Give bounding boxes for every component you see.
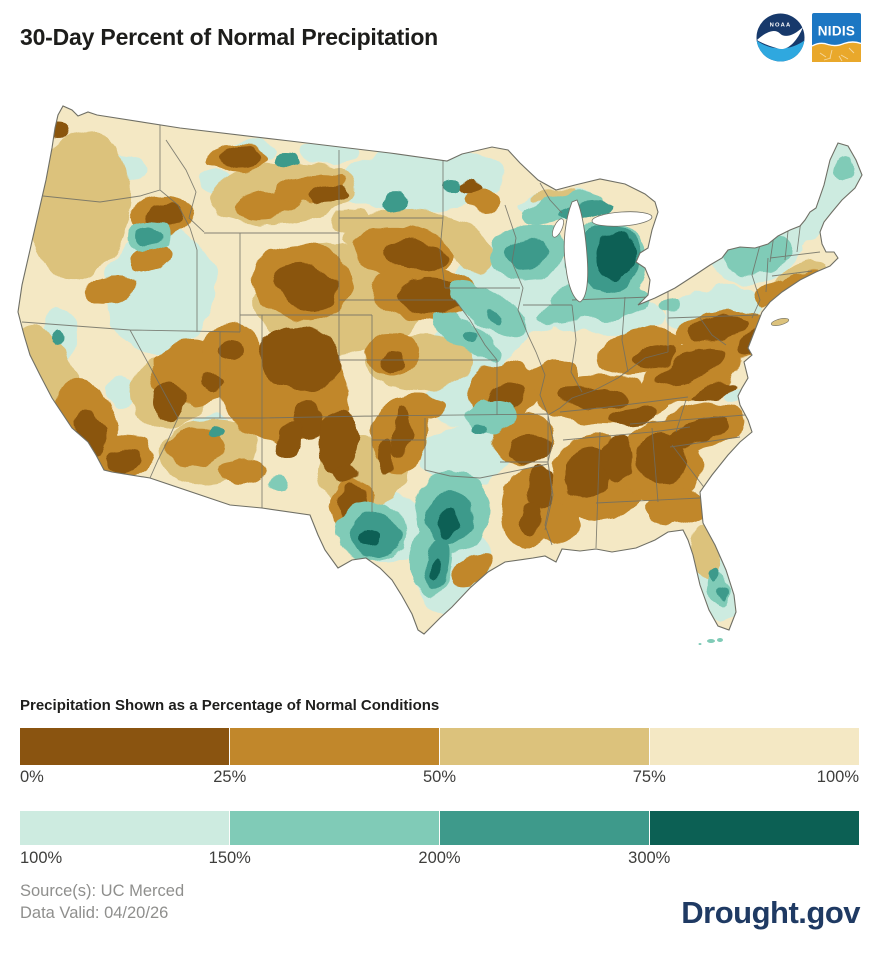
legend-swatch-300-plus	[650, 811, 859, 845]
noaa-logo-icon: NOAA	[756, 13, 805, 62]
legend-swatch-150-200	[230, 811, 439, 845]
legend-ticks-below-normal: 0% 25% 50% 75% 100%	[20, 768, 859, 788]
noaa-logo-label: NOAA	[770, 23, 792, 29]
legend-swatch-200-300	[440, 811, 649, 845]
tick-label: 50%	[422, 768, 457, 786]
legend-swatch-100-150	[20, 811, 229, 845]
legend-heading: Precipitation Shown as a Percentage of N…	[20, 697, 440, 714]
precipitation-map	[17, 105, 863, 645]
source-line: Source(s): UC Merced	[20, 882, 185, 900]
logo-group: NOAA NIDIS	[756, 13, 861, 62]
state-borders	[21, 113, 821, 549]
legend-swatch-75-100	[650, 728, 859, 765]
legend-swatch-50-75	[440, 728, 649, 765]
great-lakes-water	[552, 199, 653, 303]
long-island	[770, 318, 790, 326]
tick-label: 200%	[418, 849, 461, 867]
tick-label: 150%	[208, 849, 251, 867]
legend-bar-below-normal	[20, 728, 859, 765]
tick-label: 25%	[213, 768, 247, 786]
tick-label: 75%	[632, 768, 666, 786]
data-valid-line: Data Valid: 04/20/26	[20, 904, 169, 922]
tick-label: 0%	[20, 768, 44, 786]
legend-ticks-above-normal: 100% 150% 200% 300%	[20, 849, 859, 869]
page-title: 30-Day Percent of Normal Precipitation	[20, 24, 439, 50]
legend-bar-above-normal	[20, 811, 859, 845]
map-fill-layer	[18, 106, 862, 634]
legend-swatch-0-25	[20, 728, 229, 765]
tick-label: 100%	[816, 768, 859, 786]
tick-label: 100%	[20, 849, 63, 867]
nidis-logo-label: NIDIS	[818, 24, 856, 39]
source-block: Source(s): UC Merced Data Valid: 04/20/2…	[20, 880, 184, 924]
drought-gov-wordmark: Drought.gov	[681, 895, 860, 930]
legend-swatch-25-50	[230, 728, 439, 765]
nidis-logo-icon: NIDIS	[812, 13, 861, 62]
us-outline	[17, 105, 863, 635]
florida-keys	[698, 638, 723, 645]
tick-label: 300%	[628, 849, 671, 867]
